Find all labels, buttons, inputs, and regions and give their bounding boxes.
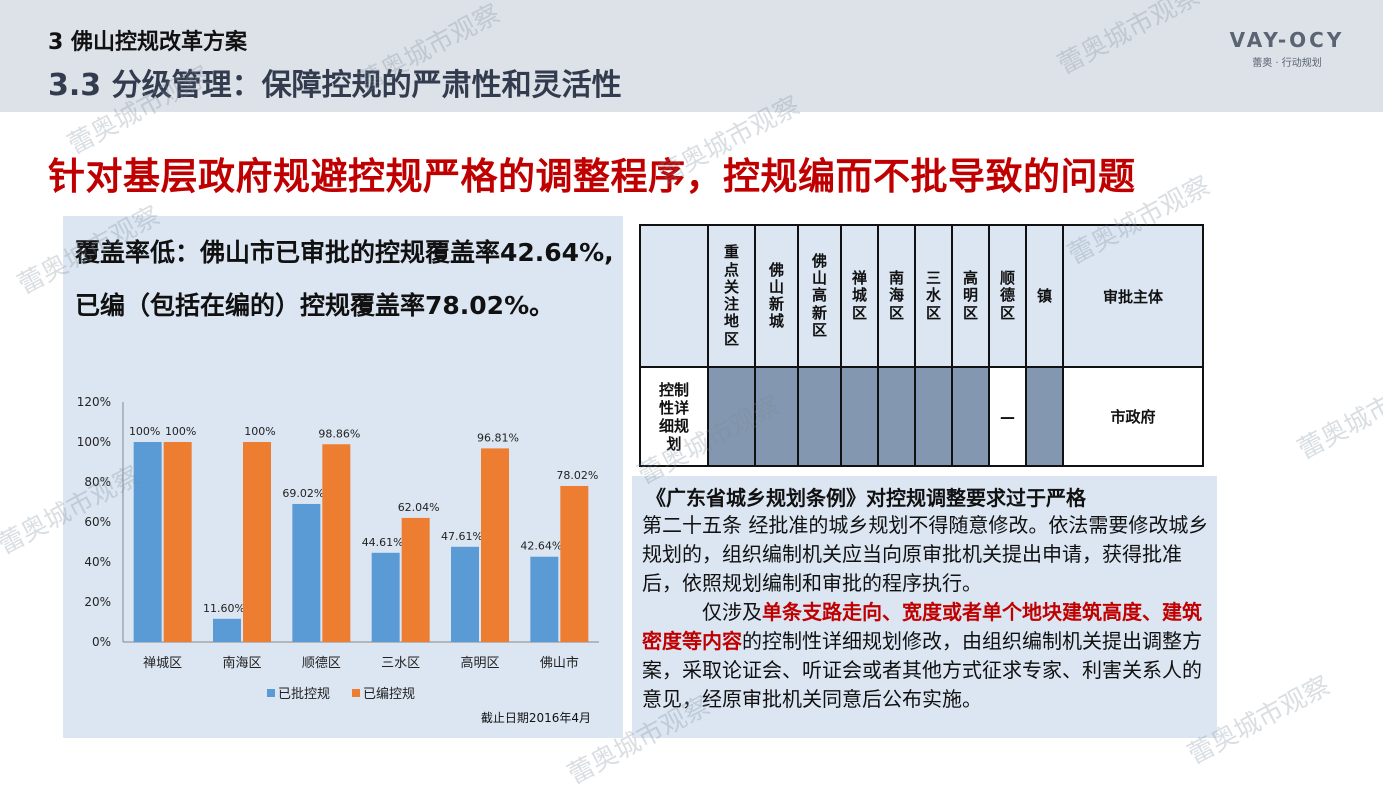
data-label: 100% (244, 425, 275, 438)
data-label: 69.02% (282, 487, 324, 500)
brand-logo: VAY-OCY 蕾奥 · 行动规划 (1227, 28, 1347, 69)
y-tick-label: 60% (84, 515, 111, 529)
bar-approved (213, 618, 241, 642)
regulation-panel: 《广东省城乡规划条例》对控规调整要求过于严格 第二十五条 经批准的城乡规划不得随… (632, 476, 1217, 738)
y-tick-label: 120% (77, 395, 111, 409)
shaded-cell (840, 366, 879, 467)
bar-compiled (560, 485, 589, 642)
dash-cell: — (988, 366, 1027, 467)
regulation-paragraph-2: 仅涉及单条支路走向、宽度或者单个地块建筑高度、建筑密度等内容的控制性详细规划修改… (642, 598, 1212, 714)
shaded-cell (914, 366, 953, 467)
y-tick-label: 80% (84, 475, 111, 489)
coverage-bar-chart: 0% 20% 40% 60% 80% 100% 120% 100% 100% 禅城区 11.60% 1… (77, 395, 599, 702)
para2-highlight: 单条支路走向、宽度或者单个地块建筑高度、建筑密度等内容 (642, 600, 1202, 653)
regulation-body: 第二十五条 经批准的城乡规划不得随意修改。依法需要修改城乡规划的，组织编制机关应… (642, 511, 1212, 714)
bar-approved (292, 503, 321, 642)
header-bar: 3 佛山控规改革方案 3.3 分级管理：保障控规的严肃性和灵活性 VAY-OCY… (0, 0, 1383, 112)
legend-label: 已编控规 (363, 687, 415, 702)
table-header-cell: 佛山高新区 (797, 224, 842, 368)
row-label: 控制性详细规划 (658, 380, 689, 453)
logo-tagline: 蕾奥 · 行动规划 (1252, 58, 1322, 69)
page-subtitle: 3.3 分级管理：保障控规的严肃性和灵活性 (48, 68, 622, 103)
data-label: 96.81% (477, 431, 519, 444)
table-header-cell: 佛山新城 (754, 224, 799, 368)
table-header-cell: 镇 (1025, 224, 1064, 368)
x-category-label: 顺德区 (302, 656, 341, 671)
bar-compiled (322, 444, 351, 642)
authority-cell: 市政府 (1062, 366, 1204, 467)
data-label: 78.02% (556, 469, 598, 482)
data-label: 62.04% (398, 501, 440, 514)
data-label: 98.86% (318, 427, 360, 440)
header-label: 三水区 (926, 269, 942, 322)
chart-date-note: 截止日期2016年4月 (480, 711, 591, 725)
logo-mark: VAY-OCY (1229, 28, 1345, 52)
x-category-label: 三水区 (381, 656, 420, 671)
legend-swatch (267, 689, 275, 697)
bar-approved (371, 552, 400, 642)
bar-compiled (243, 442, 271, 642)
legend-swatch (352, 689, 360, 697)
header-label: 佛山高新区 (812, 251, 828, 339)
approval-table: 重点关注地区 佛山新城 佛山高新区 禅城区 南海区 三水区 高明区 顺德区 镇 … (639, 224, 1204, 467)
table-header-cell: 审批主体 (1062, 224, 1204, 368)
bar-approved (530, 556, 559, 642)
x-category-label: 佛山市 (540, 655, 579, 671)
data-label: 11.60% (203, 602, 245, 615)
table-header-cell: 顺德区 (988, 224, 1027, 368)
shaded-cell (951, 366, 990, 467)
data-label: 100% (129, 425, 160, 438)
bar-compiled (481, 448, 509, 642)
slide-headline: 针对基层政府规避控规严格的调整程序，控规编而不批导致的问题 (48, 155, 1136, 198)
header-label: 南海区 (889, 269, 905, 322)
y-tick-label: 0% (92, 635, 111, 649)
regulation-title: 《广东省城乡规划条例》对控规调整要求过于严格 (646, 486, 1086, 510)
shaded-cell (877, 366, 916, 467)
header-label: 顺德区 (1000, 269, 1016, 322)
legend-label: 已批控规 (278, 687, 330, 702)
data-label: 44.61% (362, 536, 404, 549)
coverage-text: 覆盖率低：佛山市已审批的控规覆盖率42.64%,已编（包括在编的）控规覆盖率78… (75, 238, 614, 320)
row-label-cell: 控制性详细规划 (639, 366, 709, 467)
bar-compiled (163, 442, 192, 642)
y-tick-label: 20% (84, 595, 111, 609)
table-row: 控制性详细规划 — 市政府 (639, 366, 1204, 467)
header-label: 佛山新城 (769, 260, 785, 331)
watermark: 蕾奥城市观察 (1293, 365, 1383, 466)
table-header-cell (639, 224, 709, 368)
bar-approved (133, 442, 162, 642)
coverage-panel: 覆盖率低：佛山市已审批的控规覆盖率42.64%,已编（包括在编的）控规覆盖率78… (63, 216, 623, 738)
section-label: 3 佛山控规改革方案 (48, 30, 247, 55)
table-header-cell: 南海区 (877, 224, 916, 368)
table-header-cell: 重点关注地区 (707, 224, 756, 368)
regulation-paragraph-1: 第二十五条 经批准的城乡规划不得随意修改。依法需要修改城乡规划的，组织编制机关应… (642, 513, 1209, 595)
para2-prefix: 仅涉及 (702, 600, 762, 624)
header-label: 高明区 (963, 269, 979, 322)
x-category-label: 高明区 (460, 655, 499, 671)
data-label: 42.64% (520, 540, 562, 553)
para2-suffix: 的控制性详细规划修改，由组织编制机关提出调整方案，采取论证会、听证会或者其他方式… (642, 629, 1202, 711)
header-label: 重点关注地区 (724, 243, 740, 348)
table-header-cell: 禅城区 (840, 224, 879, 368)
shaded-cell (707, 366, 756, 467)
header-label: 禅城区 (852, 269, 868, 322)
bar-approved (451, 546, 479, 642)
table-header-cell: 三水区 (914, 224, 953, 368)
data-label: 47.61% (441, 530, 483, 543)
table-header-cell: 高明区 (951, 224, 990, 368)
y-tick-label: 100% (77, 435, 111, 449)
data-label: 100% (165, 425, 196, 438)
shaded-cell (797, 366, 842, 467)
x-category-label: 禅城区 (143, 656, 182, 671)
bar-compiled (401, 517, 430, 642)
shaded-cell (754, 366, 799, 467)
shaded-cell (1025, 366, 1064, 467)
header-label: 镇 (1037, 286, 1053, 305)
table-header-row: 重点关注地区 佛山新城 佛山高新区 禅城区 南海区 三水区 高明区 顺德区 镇 … (639, 224, 1204, 368)
y-tick-label: 40% (84, 555, 111, 569)
x-category-label: 南海区 (222, 655, 261, 671)
